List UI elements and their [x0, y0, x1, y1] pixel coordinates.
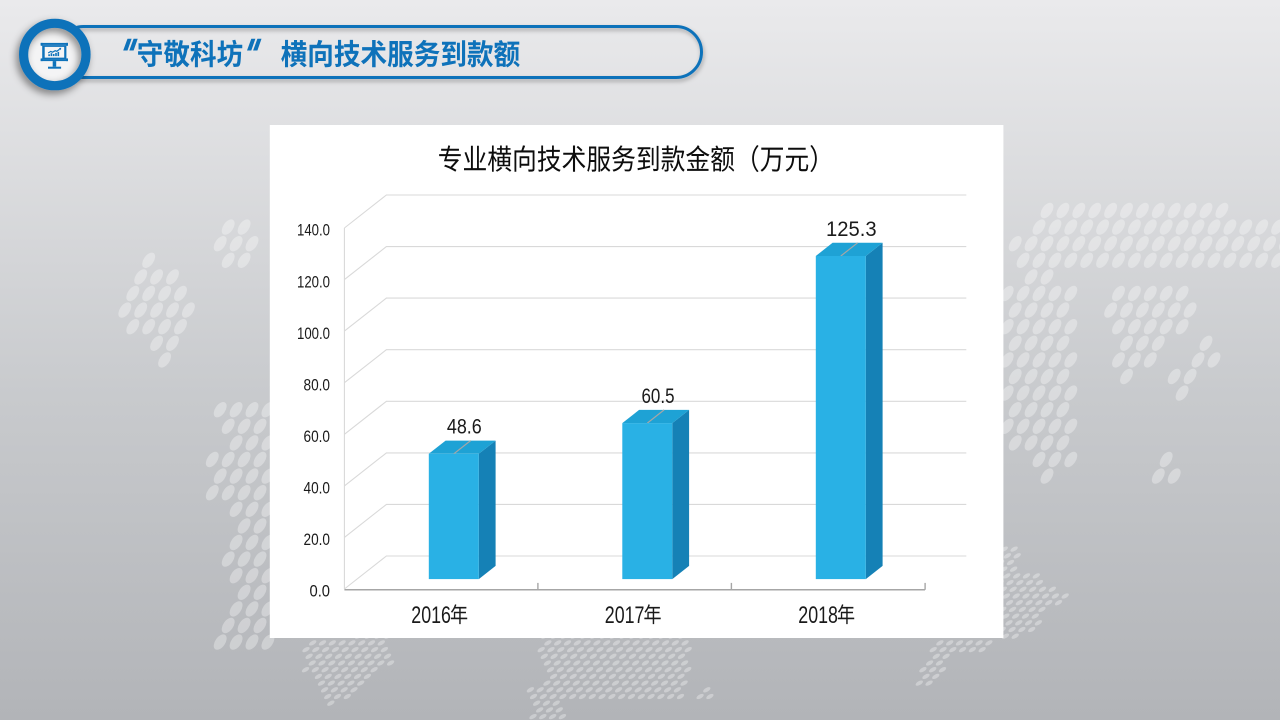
- svg-text:2018: 2018: [798, 602, 838, 629]
- svg-text:60.0: 60.0: [304, 428, 331, 446]
- svg-text:60.5: 60.5: [642, 385, 675, 408]
- svg-text:48.6: 48.6: [447, 416, 482, 439]
- svg-text:2016: 2016: [411, 602, 451, 629]
- svg-text:2017: 2017: [605, 602, 645, 629]
- svg-text:0.0: 0.0: [310, 583, 331, 601]
- svg-text:125.3: 125.3: [826, 218, 877, 241]
- svg-text:40.0: 40.0: [304, 480, 331, 498]
- svg-text:20.0: 20.0: [304, 531, 331, 549]
- svg-text:80.0: 80.0: [304, 376, 331, 394]
- svg-text:100.0: 100.0: [297, 325, 330, 343]
- svg-text:140.0: 140.0: [297, 222, 330, 240]
- svg-text:120.0: 120.0: [297, 273, 330, 291]
